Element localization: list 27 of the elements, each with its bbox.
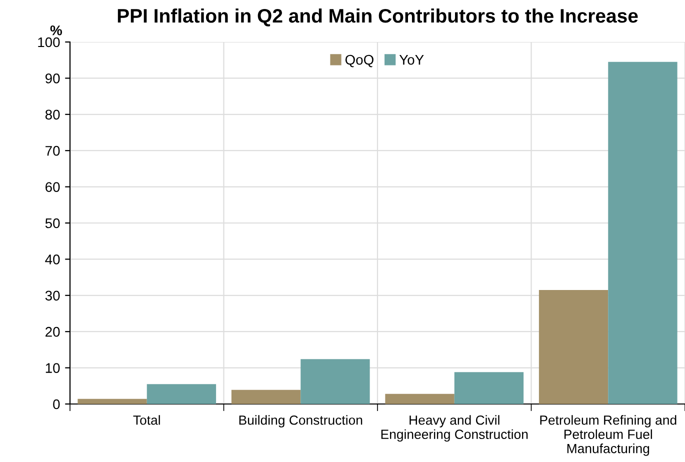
x-tick-label: Building Construction	[239, 415, 362, 428]
chart-title: PPI Inflation in Q2 and Main Contributors to the Increase	[118, 8, 638, 26]
bar	[231, 390, 301, 404]
y-tick-label: 0	[53, 399, 60, 410]
y-tick-label: 20	[46, 326, 60, 337]
x-tick-label: Petroleum Refining and Petroleum Fuel Manufacturing	[540, 415, 676, 456]
y-tick-label: 90	[45, 74, 60, 84]
y-tick-label: 80	[45, 110, 60, 120]
legend-label: QoQ	[345, 54, 374, 68]
bar	[146, 384, 216, 404]
y-tick-label: 30	[45, 290, 60, 301]
y-tick-label: 70	[46, 146, 60, 156]
x-tick-label: Total	[133, 415, 160, 425]
bar	[538, 290, 608, 404]
y-tick-label: 50	[45, 218, 60, 228]
y-tick-label: 10	[46, 363, 60, 373]
bar	[454, 372, 524, 404]
y-tick-label: 60	[46, 182, 60, 192]
bar	[78, 398, 147, 404]
bar	[300, 359, 370, 404]
y-tick-label: 100	[38, 37, 60, 48]
y-tick-label: 40	[45, 254, 60, 264]
legend-label: YoY	[399, 55, 424, 65]
y-axis-title: %	[50, 25, 62, 36]
bar	[608, 62, 678, 404]
x-tick-label: Heavy and Civil Engineering Construction	[381, 415, 528, 442]
bar	[385, 394, 454, 404]
